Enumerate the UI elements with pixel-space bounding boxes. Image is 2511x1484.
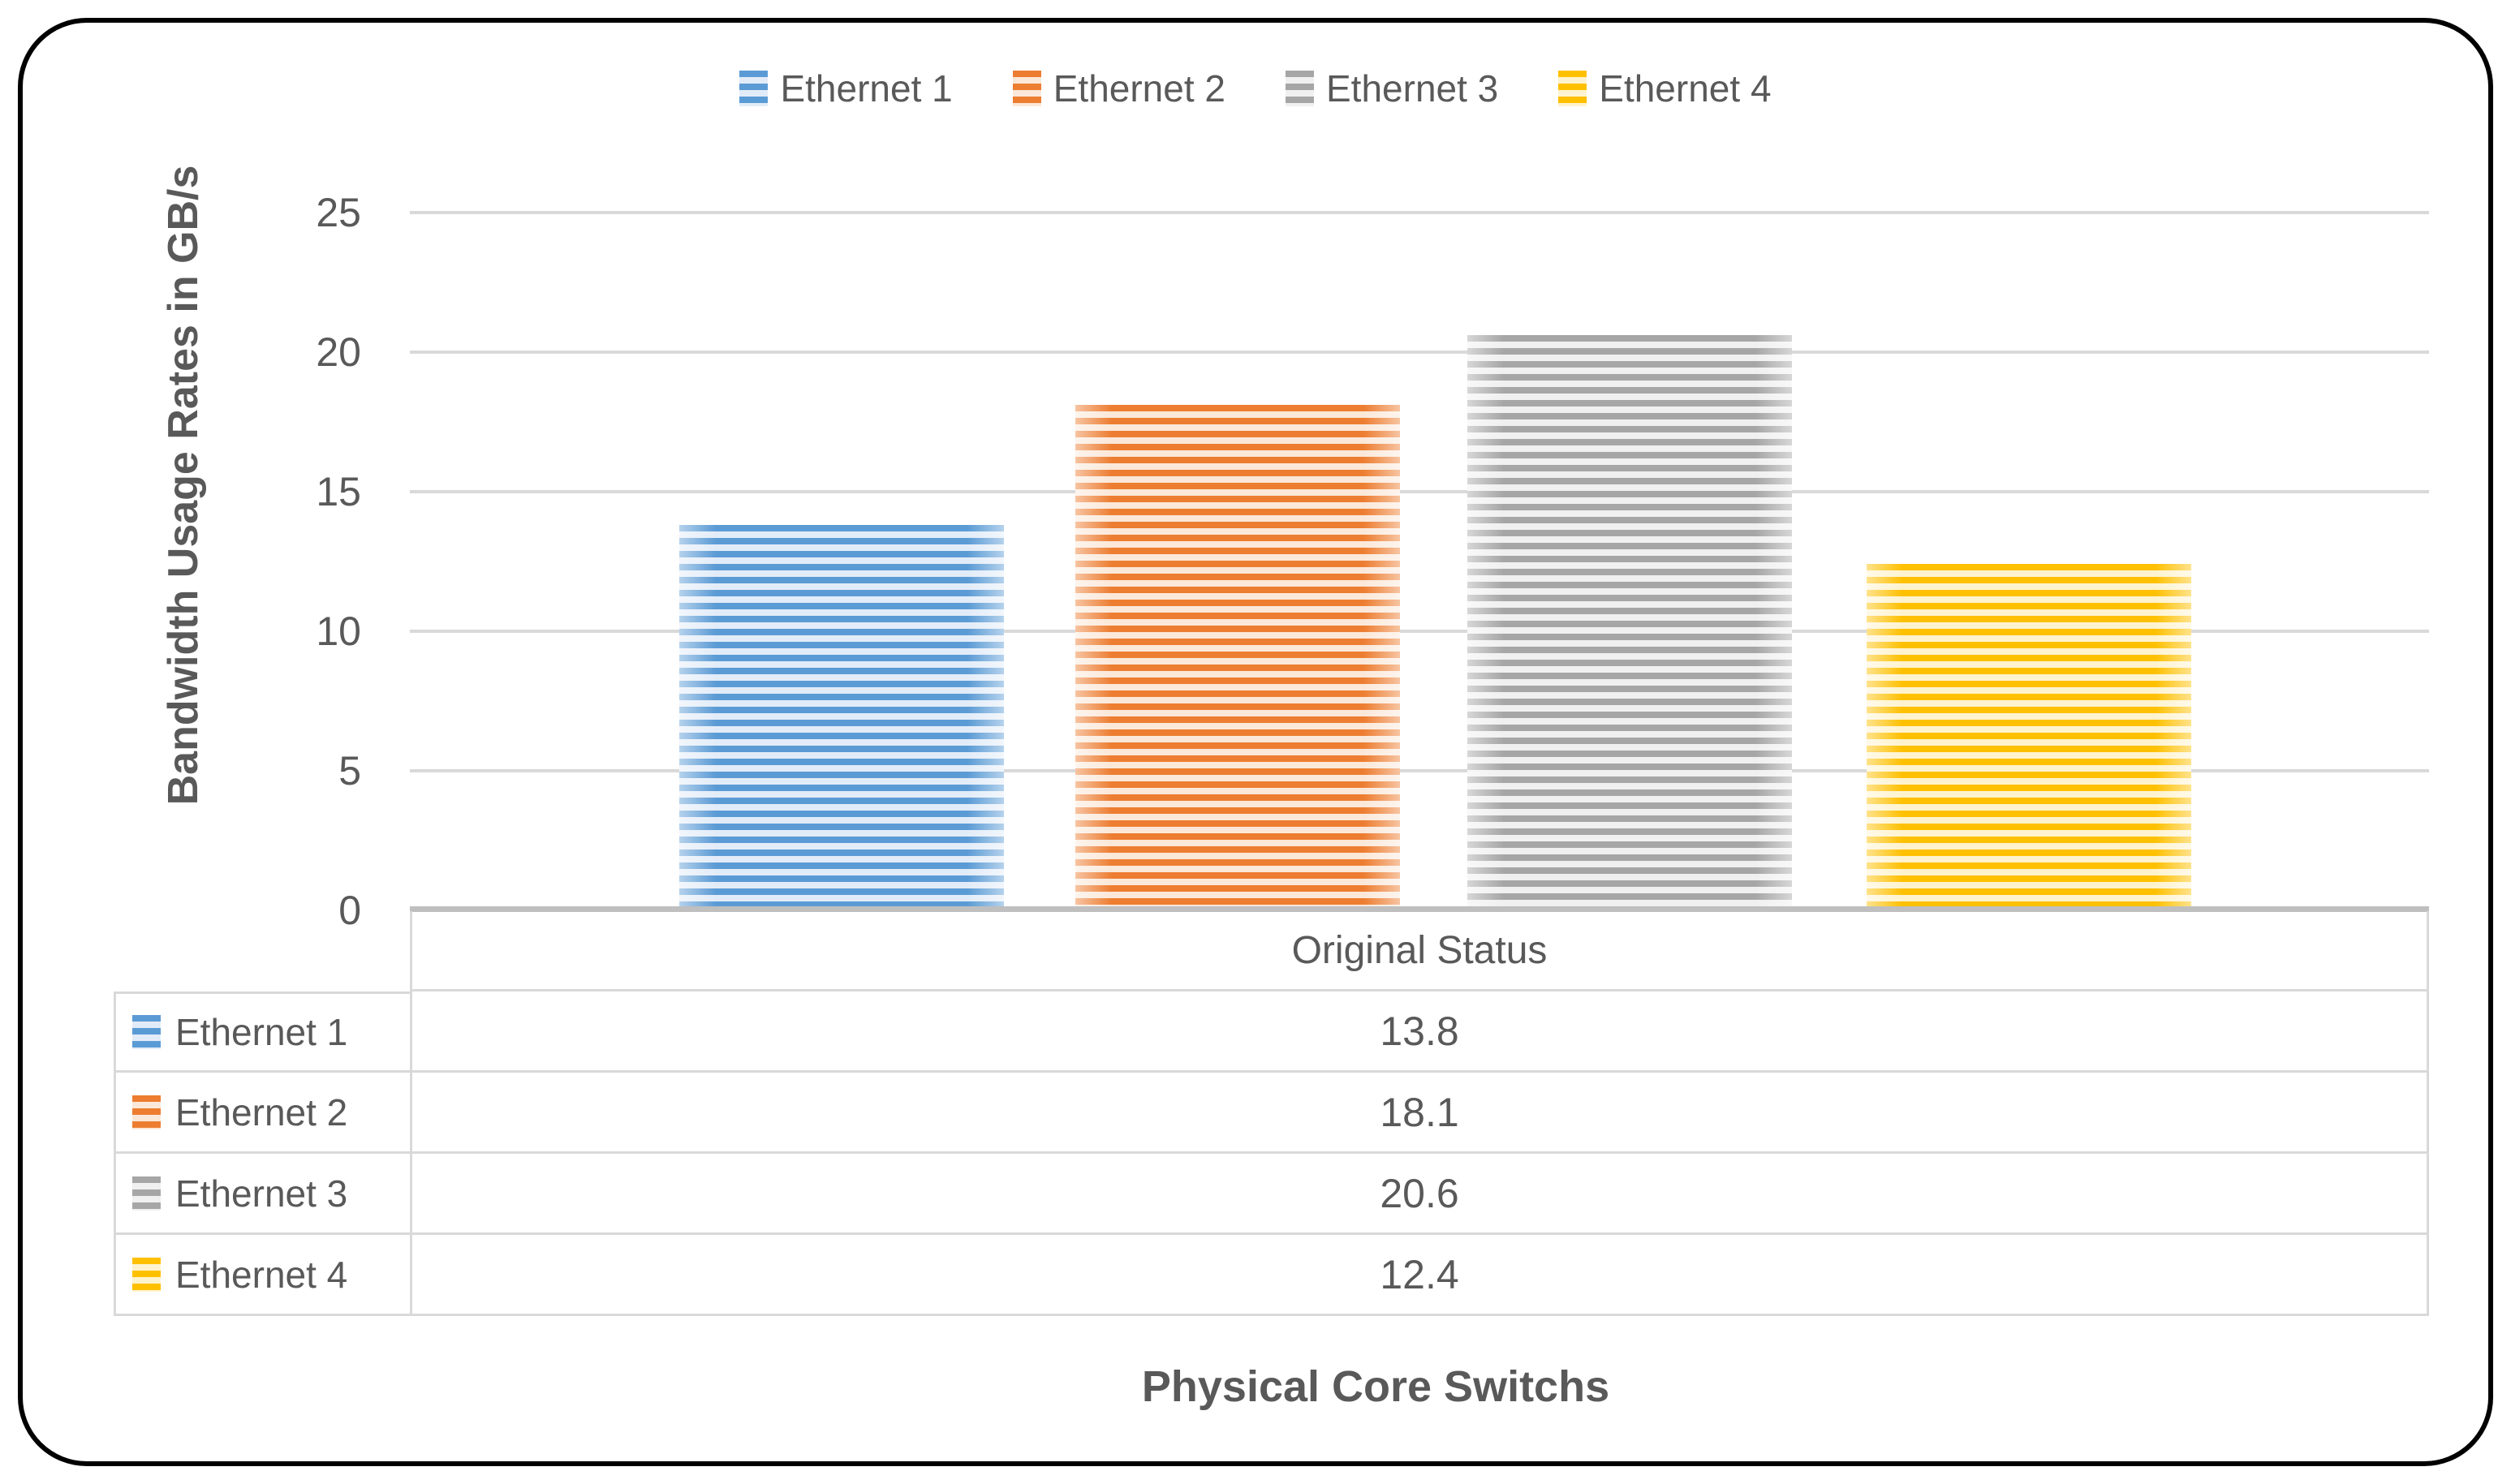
legend-item-ethernet-2: Ethernet 2 [1012, 67, 1225, 110]
legend-item-ethernet-3: Ethernet 3 [1286, 70, 1498, 107]
legend-key-icon [132, 1095, 161, 1129]
row-label: Ethernet 1 [175, 1011, 348, 1053]
row-label: Ethernet 2 [175, 1090, 348, 1133]
legend-key-icon [132, 1015, 161, 1049]
gridline-15 [410, 490, 2429, 493]
legend-key-icon [739, 71, 769, 106]
row-label: Ethernet 4 [175, 1253, 348, 1296]
legend-key-icon [132, 1257, 161, 1292]
legend-key-icon [1558, 71, 1587, 106]
gridline-25 [410, 211, 2429, 214]
legend-key-icon [1286, 71, 1314, 106]
table-row-label-ethernet-3: Ethernet 3 [114, 1154, 410, 1235]
bar-ethernet-1 [679, 525, 1005, 910]
y-axis-tick-label: 0 [338, 888, 361, 933]
legend-label: Ethernet 2 [1053, 67, 1225, 110]
y-axis-tick-label: 5 [338, 748, 361, 794]
chart-legend: Ethernet 1 Ethernet 2 Ethernet 3 Etherne… [0, 70, 2511, 107]
legend-item-ethernet-4: Ethernet 4 [1558, 67, 1772, 110]
bar-ethernet-2 [1075, 405, 1401, 910]
bar-ethernet-4 [1867, 564, 2192, 910]
bar-ethernet-3 [1467, 335, 1792, 910]
legend-label: Ethernet 3 [1326, 67, 1499, 110]
table-row-label-ethernet-4: Ethernet 4 [114, 1235, 410, 1316]
table-row-value: 12.4 [410, 1235, 2429, 1316]
y-axis-tick-label: 15 [316, 469, 361, 514]
legend-item-ethernet-1: Ethernet 1 [739, 67, 953, 110]
x-axis-title: Physical Core Switchs [1141, 1362, 1610, 1411]
x-axis-line [410, 906, 2429, 912]
legend-key-icon [1012, 71, 1041, 106]
legend-label: Ethernet 4 [1599, 67, 1772, 110]
gridline-20 [410, 351, 2429, 354]
y-axis-tick-label: 20 [316, 329, 361, 375]
gridline-10 [410, 630, 2429, 633]
plot-area [410, 211, 2429, 910]
table-row-value: 13.8 [410, 991, 2429, 1073]
legend-key-icon [132, 1176, 161, 1211]
row-label: Ethernet 3 [175, 1172, 348, 1215]
table-row-value: 20.6 [410, 1154, 2429, 1235]
y-axis-tick-label: 25 [316, 190, 361, 235]
chart-data-table: Original Status Ethernet 1 13.8 Ethernet… [114, 911, 2429, 1316]
y-axis-tick-label: 10 [316, 609, 361, 654]
table-header-cell: Original Status [410, 911, 2429, 991]
legend-label: Ethernet 1 [780, 67, 953, 110]
table-row-label-ethernet-2: Ethernet 2 [114, 1073, 410, 1154]
gridline-5 [410, 769, 2429, 772]
table-row-label-ethernet-1: Ethernet 1 [114, 991, 410, 1073]
table-row-value: 18.1 [410, 1073, 2429, 1154]
